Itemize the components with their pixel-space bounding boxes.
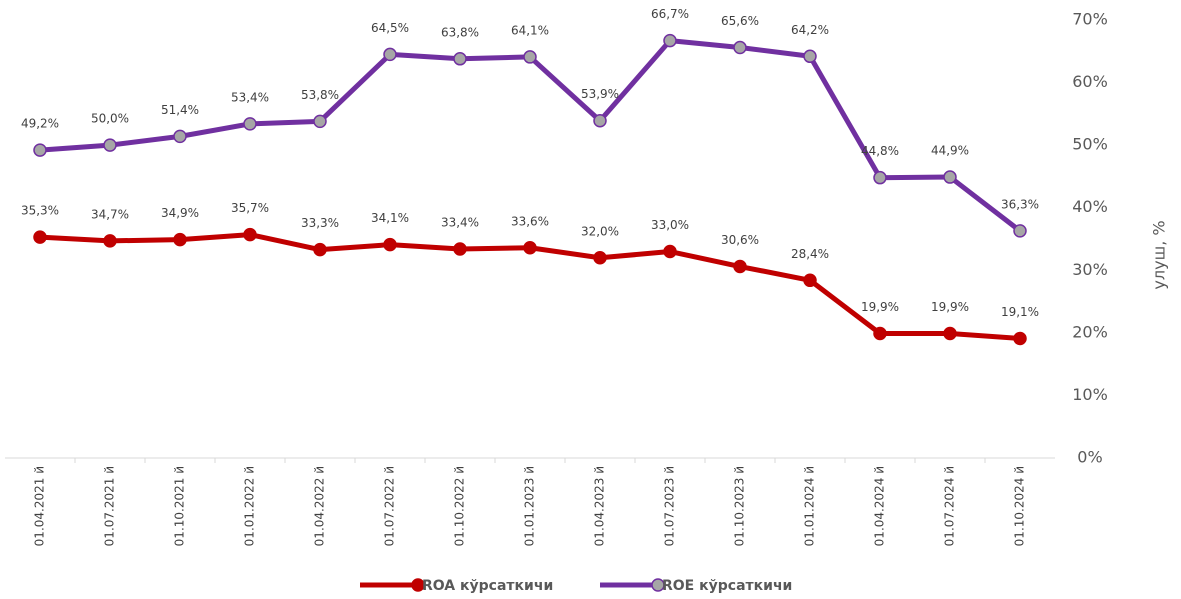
data-label: 33,4%	[441, 216, 479, 230]
marker	[453, 52, 467, 66]
data-label: 19,9%	[931, 300, 969, 314]
x-tick-label: 01.10.2023 й	[733, 466, 747, 546]
marker	[803, 49, 817, 64]
marker	[103, 234, 117, 248]
data-label: 64,1%	[511, 23, 549, 37]
data-label: 64,5%	[371, 21, 409, 35]
y-tick-label: 0%	[1077, 448, 1102, 467]
x-tick-label: 01.07.2021 й	[103, 466, 117, 546]
marker	[1013, 224, 1027, 238]
data-label: 65,6%	[721, 14, 759, 28]
data-label: 28,4%	[791, 247, 829, 261]
marker	[103, 138, 117, 152]
marker	[173, 129, 187, 144]
data-label: 51,4%	[161, 103, 199, 117]
data-label: 34,9%	[161, 206, 199, 220]
x-tick-label: 01.01.2024 й	[803, 466, 817, 546]
y-axis-title: улуш, %	[1150, 220, 1169, 289]
data-label: 19,9%	[861, 300, 899, 314]
marker	[943, 170, 957, 184]
data-label: 33,6%	[511, 214, 549, 228]
marker	[173, 232, 187, 247]
x-tick-label: 01.10.2024 й	[1013, 466, 1027, 546]
data-label: 64,2%	[791, 23, 829, 37]
data-label: 35,3%	[21, 204, 59, 218]
y-tick-label: 70%	[1072, 10, 1108, 29]
data-label: 44,9%	[931, 144, 969, 158]
data-label: 53,9%	[581, 87, 619, 101]
data-label: 53,8%	[301, 88, 339, 102]
data-label: 50,0%	[91, 112, 129, 126]
marker	[523, 50, 537, 64]
x-tick-label: 01.04.2021 й	[33, 466, 47, 546]
data-label: 34,7%	[91, 207, 129, 221]
y-tick-label: 50%	[1072, 135, 1108, 154]
y-tick-label: 60%	[1072, 72, 1108, 91]
marker	[33, 143, 47, 157]
legend-label: ROA кўрсаткичи	[422, 578, 553, 594]
marker	[243, 117, 257, 131]
data-label: 53,4%	[231, 90, 269, 104]
marker	[243, 227, 257, 242]
data-label: 33,3%	[301, 216, 339, 230]
marker	[383, 237, 397, 252]
marker	[873, 326, 887, 341]
marker	[593, 113, 607, 128]
marker	[313, 114, 327, 129]
legend-label: ROE кўрсаткичи	[662, 578, 792, 594]
x-tick-label: 01.01.2023 й	[523, 466, 537, 546]
marker	[803, 273, 817, 288]
data-label: 36,3%	[1001, 197, 1039, 211]
data-label: 19,1%	[1001, 305, 1039, 319]
legend-marker	[651, 578, 665, 592]
marker	[943, 326, 957, 341]
marker	[523, 241, 537, 255]
marker	[313, 242, 327, 257]
marker	[663, 33, 677, 48]
x-tick-label: 01.04.2022 й	[313, 466, 327, 546]
marker	[733, 40, 747, 55]
marker	[593, 251, 607, 265]
data-label: 63,8%	[441, 25, 479, 39]
marker	[873, 170, 887, 185]
x-tick-label: 01.07.2022 й	[383, 466, 397, 546]
marker	[33, 230, 47, 244]
x-tick-label: 01.10.2022 й	[453, 466, 467, 546]
marker	[1013, 331, 1027, 346]
data-label: 44,8%	[861, 144, 899, 158]
y-tick-label: 40%	[1072, 197, 1108, 216]
data-label: 35,7%	[231, 201, 269, 215]
data-label: 49,2%	[21, 117, 59, 131]
data-label: 30,6%	[721, 233, 759, 247]
x-tick-label: 01.10.2021 й	[173, 466, 187, 546]
series-line	[39, 38, 1022, 233]
marker	[663, 244, 677, 259]
x-tick-label: 01.07.2024 й	[943, 466, 957, 546]
y-tick-label: 30%	[1072, 260, 1108, 279]
x-tick-label: 01.04.2023 й	[593, 466, 607, 546]
legend-marker	[411, 578, 425, 592]
data-label: 32,0%	[581, 224, 619, 238]
data-label: 33,0%	[651, 218, 689, 232]
y-tick-label: 20%	[1072, 322, 1108, 341]
marker	[733, 259, 747, 274]
marker	[453, 242, 467, 256]
x-tick-label: 01.01.2022 й	[243, 466, 257, 546]
data-label: 34,1%	[371, 211, 409, 225]
data-label: 66,7%	[651, 7, 689, 21]
x-tick-label: 01.07.2023 й	[663, 466, 677, 546]
x-tick-label: 01.04.2024 й	[873, 466, 887, 546]
y-tick-label: 10%	[1072, 385, 1108, 404]
marker	[383, 47, 397, 62]
